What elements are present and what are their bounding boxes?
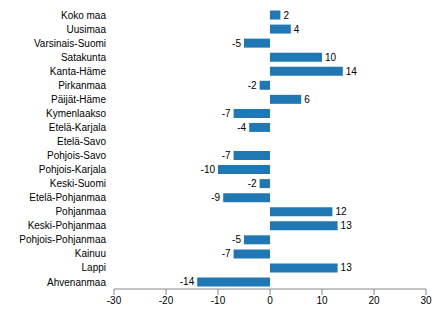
svg-text:Etelä-Karjala: Etelä-Karjala bbox=[49, 122, 107, 133]
svg-text:12: 12 bbox=[335, 206, 347, 217]
svg-text:Pirkanmaa: Pirkanmaa bbox=[58, 80, 106, 91]
svg-text:Satakunta: Satakunta bbox=[61, 52, 106, 63]
svg-text:Pohjois-Karjala: Pohjois-Karjala bbox=[39, 164, 107, 175]
svg-text:0: 0 bbox=[267, 295, 273, 306]
svg-text:Pohjanmaa: Pohjanmaa bbox=[55, 206, 106, 217]
svg-text:2: 2 bbox=[283, 10, 289, 21]
svg-text:Kymenlaakso: Kymenlaakso bbox=[46, 108, 106, 119]
svg-text:6: 6 bbox=[304, 94, 310, 105]
svg-text:-7: -7 bbox=[222, 248, 231, 259]
svg-text:-14: -14 bbox=[180, 276, 195, 287]
svg-text:Pohjois-Savo: Pohjois-Savo bbox=[47, 150, 106, 161]
svg-text:-10: -10 bbox=[201, 164, 216, 175]
svg-text:-5: -5 bbox=[232, 234, 241, 245]
svg-text:10: 10 bbox=[316, 295, 328, 306]
svg-text:-5: -5 bbox=[232, 38, 241, 49]
svg-text:20: 20 bbox=[368, 295, 380, 306]
svg-text:Etelä-Pohjanmaa: Etelä-Pohjanmaa bbox=[29, 192, 106, 203]
svg-text:13: 13 bbox=[341, 220, 353, 231]
svg-text:-10: -10 bbox=[211, 295, 226, 306]
svg-text:Keski-Pohjanmaa: Keski-Pohjanmaa bbox=[28, 220, 107, 231]
svg-text:-7: -7 bbox=[222, 108, 231, 119]
svg-text:-2: -2 bbox=[248, 80, 257, 91]
svg-text:Etelä-Savo: Etelä-Savo bbox=[57, 136, 106, 147]
svg-text:Kainuu: Kainuu bbox=[75, 248, 106, 259]
svg-text:Ahvenanmaa: Ahvenanmaa bbox=[47, 277, 106, 288]
svg-text:-7: -7 bbox=[222, 150, 231, 161]
svg-text:4: 4 bbox=[294, 24, 300, 35]
svg-text:Keski-Suomi: Keski-Suomi bbox=[50, 178, 106, 189]
svg-text:Uusimaa: Uusimaa bbox=[67, 24, 107, 35]
svg-text:30: 30 bbox=[420, 295, 432, 306]
svg-text:10: 10 bbox=[325, 52, 337, 63]
svg-text:-20: -20 bbox=[159, 295, 174, 306]
svg-text:-9: -9 bbox=[211, 192, 220, 203]
svg-text:Varsinais-Suomi: Varsinais-Suomi bbox=[34, 38, 106, 49]
svg-text:Koko maa: Koko maa bbox=[61, 10, 106, 21]
svg-text:-4: -4 bbox=[237, 122, 246, 133]
svg-text:13: 13 bbox=[341, 262, 353, 273]
svg-text:Päijät-Häme: Päijät-Häme bbox=[51, 94, 106, 105]
svg-text:14: 14 bbox=[346, 66, 358, 77]
svg-text:Pohjois-Pohjanmaa: Pohjois-Pohjanmaa bbox=[19, 234, 106, 245]
svg-text:Lappi: Lappi bbox=[82, 262, 106, 273]
svg-text:-30: -30 bbox=[107, 295, 122, 306]
svg-text:-2: -2 bbox=[248, 178, 257, 189]
svg-text:Kanta-Häme: Kanta-Häme bbox=[50, 66, 107, 77]
